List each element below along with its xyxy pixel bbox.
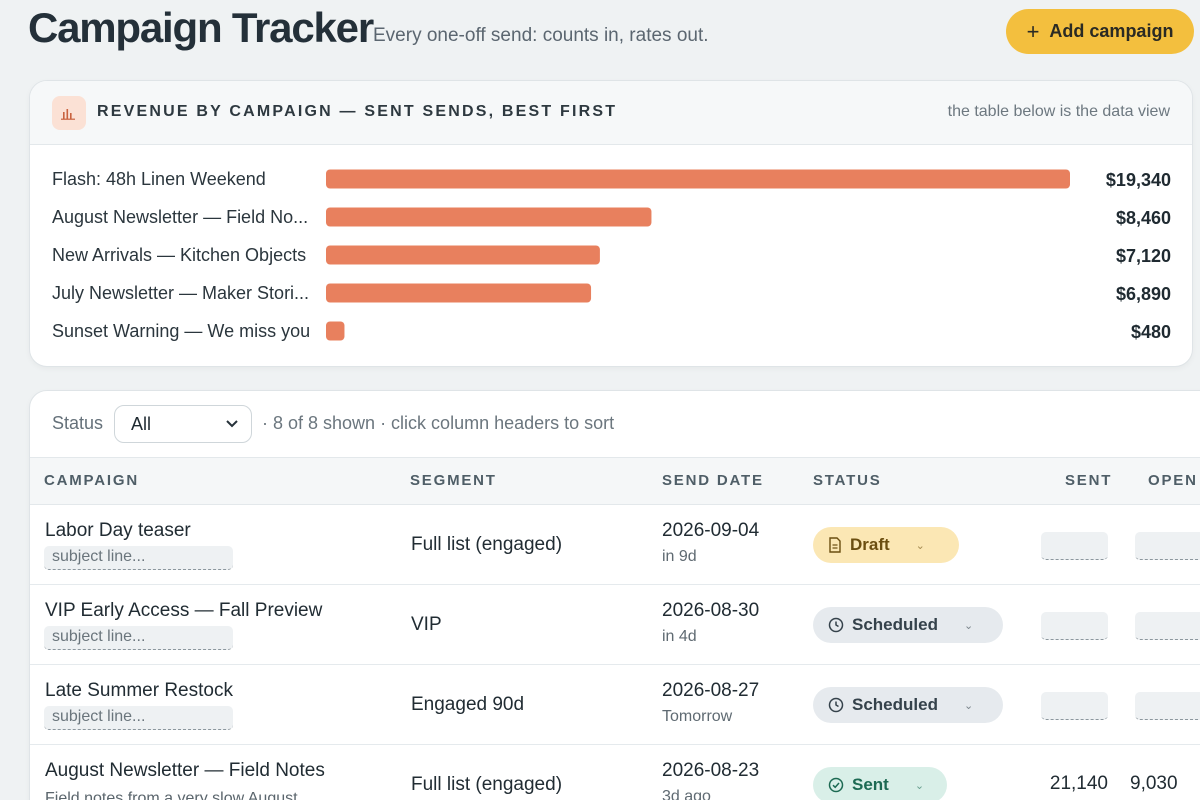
send-date: 2026-08-27 [662, 680, 760, 701]
revenue-chart-card: REVENUE BY CAMPAIGN — SENT SENDS, BEST F… [29, 80, 1193, 367]
subject-line-input[interactable]: subject line... [44, 626, 233, 650]
page-header: Campaign Tracker Every one-off send: cou… [28, 0, 1200, 70]
table-header: CAMPAIGN SEGMENT SEND DATE STATUS SENT O… [30, 457, 1200, 505]
chart-title: REVENUE BY CAMPAIGN — SENT SENDS, BEST F… [97, 103, 618, 120]
send-date-relative: in 4d [662, 628, 697, 645]
open-count[interactable]: 9,030 [1130, 773, 1178, 794]
send-date-relative: 3d ago [662, 788, 711, 800]
column-header-campaign[interactable]: CAMPAIGN [44, 472, 139, 489]
document-icon [829, 537, 841, 553]
status-select[interactable]: Sent ⌄ [813, 767, 947, 800]
sent-count-input[interactable] [1041, 692, 1108, 720]
column-header-sent[interactable]: SENT [1065, 472, 1113, 489]
chart-header: REVENUE BY CAMPAIGN — SENT SENDS, BEST F… [30, 81, 1192, 145]
send-date-relative: in 9d [662, 548, 697, 565]
bar-value-label: $19,340 [1106, 170, 1171, 190]
status-label: Scheduled [852, 695, 938, 714]
check-circle-icon [828, 777, 844, 793]
revenue-bar [326, 283, 592, 303]
filter-bar: Status All · 8 of 8 shown · click column… [30, 391, 1200, 457]
status-select[interactable]: Scheduled ⌄ [813, 687, 1003, 723]
bar-label: Flash: 48h Linen Weekend [52, 169, 266, 189]
segment: Full list (engaged) [411, 534, 563, 555]
clock-icon [828, 697, 844, 713]
page-subtitle: Every one-off send: counts in, rates out… [373, 25, 709, 46]
chart-note: the table below is the data view [947, 103, 1170, 120]
column-header-status[interactable]: STATUS [813, 472, 882, 489]
subject-line-input[interactable]: subject line... [44, 546, 233, 570]
send-date: 2026-08-23 [662, 760, 760, 781]
send-date: 2026-08-30 [662, 600, 760, 621]
status-select[interactable]: Scheduled ⌄ [813, 607, 1003, 643]
bar-value-label: $6,890 [1116, 284, 1171, 304]
page-title: Campaign Tracker [28, 4, 374, 51]
clock-icon [828, 617, 844, 633]
chevron-down-icon: ⌄ [963, 699, 974, 712]
revenue-bar [326, 169, 1070, 189]
status-label: Sent [852, 775, 889, 794]
send-date: 2026-09-04 [662, 520, 760, 541]
sent-count[interactable]: 21,140 [1049, 773, 1108, 794]
column-header-open[interactable]: OPEN [1148, 472, 1198, 489]
open-count-input[interactable] [1135, 532, 1200, 560]
chevron-down-icon: ⌄ [963, 619, 974, 632]
segment: VIP [411, 614, 442, 635]
chevron-down-icon: ⌄ [914, 779, 925, 792]
campaign-name: August Newsletter — Field Notes [45, 760, 325, 781]
campaign-table-card: Status All · 8 of 8 shown · click column… [29, 390, 1200, 800]
campaign-name: Late Summer Restock [45, 680, 233, 701]
bar-label: August Newsletter — Field No... [52, 207, 308, 227]
open-count-input[interactable] [1135, 692, 1200, 720]
bar-value-label: $7,120 [1116, 246, 1171, 266]
bar-label: July Newsletter — Maker Stori... [52, 283, 309, 303]
table-row: August Newsletter — Field Notes Field no… [30, 745, 1200, 800]
bar-label: Sunset Warning — We miss you [52, 321, 310, 341]
chevron-down-icon: ⌄ [915, 539, 925, 552]
sent-count-input[interactable] [1041, 532, 1108, 560]
segment: Engaged 90d [411, 694, 525, 715]
status-filter-select[interactable]: All [114, 405, 252, 443]
plus-icon: + [1026, 18, 1040, 44]
add-campaign-label: Add campaign [1049, 21, 1174, 41]
bar-chart-icon [52, 96, 86, 130]
open-count-input[interactable] [1135, 612, 1200, 640]
segment: Full list (engaged) [411, 774, 563, 795]
subject-line-input[interactable]: Field notes from a very slow August [45, 790, 298, 800]
revenue-bar [326, 207, 652, 227]
status-filter-label: Status [52, 413, 104, 433]
revenue-bar [326, 321, 345, 341]
revenue-bar-chart: Flash: 48h Linen Weekend $19,340 August Ne… [52, 169, 1171, 342]
bar-label: New Arrivals — Kitchen Objects [52, 245, 306, 265]
table-row: VIP Early Access — Fall Preview subject … [30, 585, 1200, 665]
status-select[interactable]: Draft ⌄ [813, 527, 959, 563]
table-row: Late Summer Restock subject line... Enga… [30, 665, 1200, 745]
table-row: Labor Day teaser subject line... Full li… [30, 505, 1200, 585]
status-filter-value: All [131, 413, 152, 434]
filter-info: · 8 of 8 shown · click column headers to… [262, 413, 615, 433]
column-header-segment[interactable]: SEGMENT [410, 472, 497, 489]
add-campaign-button[interactable]: + Add campaign [1006, 9, 1194, 54]
campaign-name: Labor Day teaser [45, 520, 191, 541]
send-date-relative: Tomorrow [662, 708, 733, 725]
column-header-send-date[interactable]: SEND DATE [662, 472, 764, 489]
chevron-down-icon [226, 420, 238, 428]
status-label: Draft [850, 535, 890, 554]
bar-value-label: $8,460 [1116, 208, 1171, 228]
status-label: Scheduled [852, 615, 938, 634]
revenue-bar [326, 245, 600, 265]
campaign-name: VIP Early Access — Fall Preview [45, 600, 323, 621]
sent-count-input[interactable] [1041, 612, 1108, 640]
bar-value-label: $480 [1131, 322, 1171, 342]
subject-line-input[interactable]: subject line... [44, 706, 233, 730]
